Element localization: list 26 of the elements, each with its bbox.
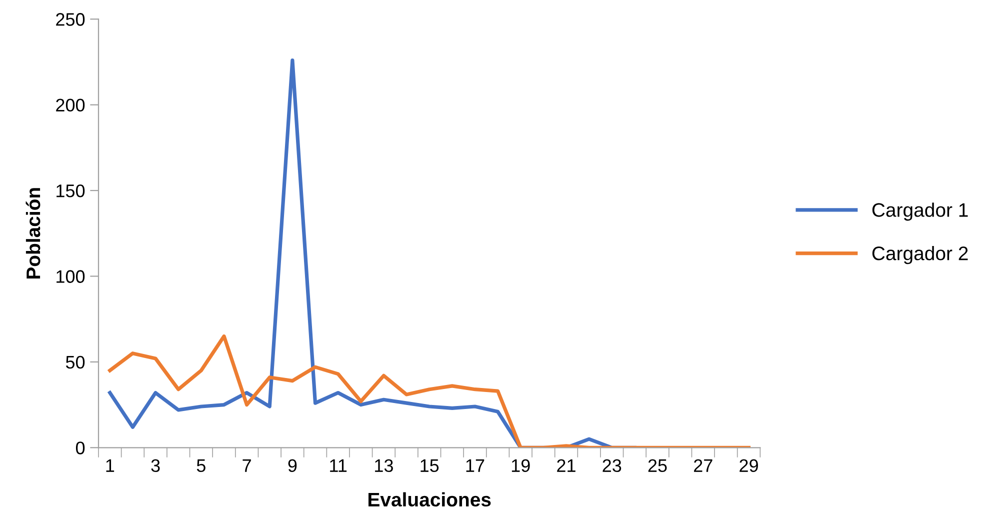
legend-label: Cargador 1 [872, 202, 968, 221]
x-tick-label: 19 [512, 459, 530, 472]
x-tick-label: 9 [288, 459, 297, 472]
x-tick-label: 13 [375, 459, 393, 472]
line-series [108, 334, 751, 448]
x-tick-label: 29 [740, 459, 758, 472]
x-tick-label: 21 [557, 459, 576, 472]
x-tick-label: 5 [196, 459, 206, 472]
x-tick-label: 23 [602, 459, 622, 472]
x-tick-label: 11 [330, 459, 347, 472]
x-tick-label: 15 [420, 459, 439, 472]
legend-label: Cargador 2 [872, 246, 968, 264]
y-tick-label: 250 [56, 13, 85, 26]
y-tick-label: 0 [76, 442, 85, 454]
y-tick-label: 100 [56, 270, 85, 283]
y-axis-title: Población [26, 188, 40, 279]
y-tick-label: 50 [66, 356, 85, 369]
x-axis-title: Evaluaciones [368, 492, 491, 507]
x-tick-label: 17 [466, 459, 484, 472]
x-tick-label: 27 [694, 459, 712, 472]
x-tick-label: 25 [648, 459, 667, 472]
x-tick-label: 7 [242, 459, 251, 472]
x-tick-label: 1 [106, 459, 114, 472]
x-tick-label: 3 [151, 459, 160, 472]
y-tick-label: 150 [56, 184, 85, 198]
y-tick-label: 200 [56, 98, 85, 112]
